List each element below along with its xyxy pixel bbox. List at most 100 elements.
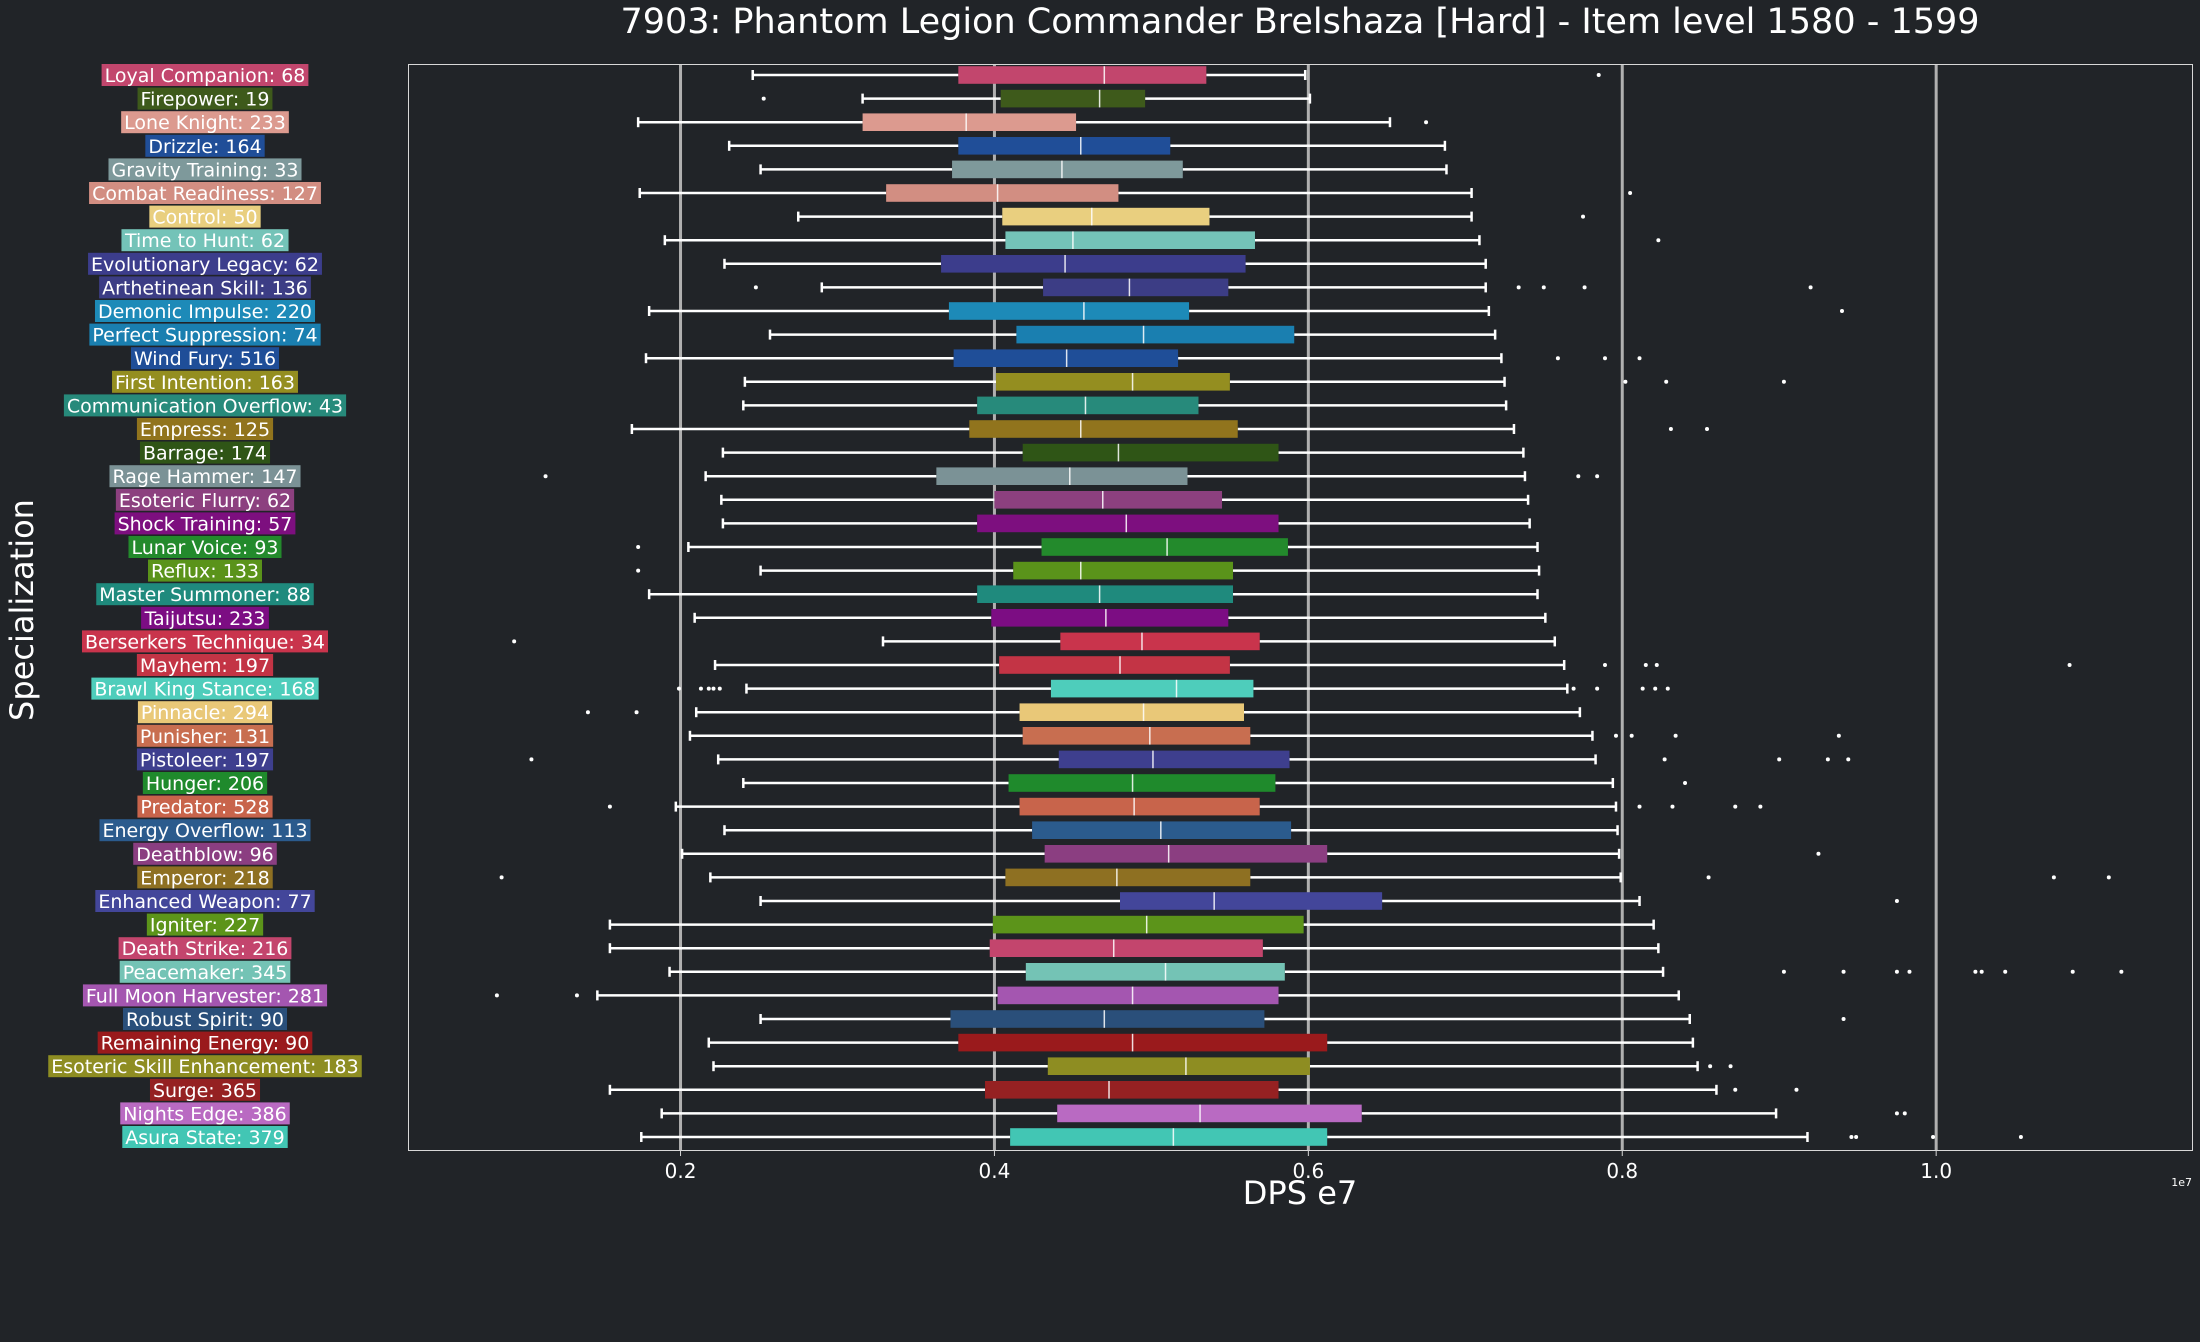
y-tick-label-group: Igniter: 227: [146, 913, 264, 937]
outlier-point: [636, 545, 641, 549]
y-tick-label: Evolutionary Legacy: 62: [91, 254, 319, 276]
box: [969, 420, 1238, 438]
y-tick-label-group: Deathblow: 96: [133, 842, 277, 866]
y-tick-label-group: Shock Training: 57: [114, 512, 296, 535]
box: [977, 396, 1199, 415]
outlier-point: [1705, 427, 1710, 431]
outlier-point: [1683, 781, 1688, 785]
outlier-point: [1894, 969, 1899, 974]
y-tick-label-background: [136, 724, 274, 747]
y-tick-label-group: Demonic Impulse: 220: [94, 300, 316, 323]
x-axis-offset-label: 1e7: [2171, 1176, 2192, 1189]
box-plot-row: [742, 774, 1688, 792]
y-tick-label: Hunger: 206: [146, 773, 264, 795]
y-tick-label: Mayhem: 197: [140, 655, 270, 677]
y-tick-label: Demonic Impulse: 220: [98, 301, 312, 323]
box-plot-row: [753, 278, 1813, 297]
x-axis-label: DPS e7: [1243, 1174, 1357, 1212]
outlier-point: [1816, 851, 1821, 856]
box-plot-row: [742, 396, 1508, 415]
y-tick-label-background: [142, 772, 268, 794]
y-tick-label: Reflux: 133: [151, 561, 259, 583]
outlier-point: [1979, 969, 1984, 974]
y-tick-label-background: [108, 158, 302, 181]
outlier-point: [1841, 969, 1846, 974]
outlier-point: [1665, 686, 1670, 691]
box-plot-row: [751, 66, 1601, 84]
y-tick-label-group: Combat Readiness: 127: [89, 182, 321, 205]
box-plot-row: [720, 491, 1530, 509]
y-tick-label-group: Remaining Energy: 90: [97, 1031, 313, 1055]
y-tick-label-group: Berserkers Technique: 34: [82, 630, 328, 653]
box: [989, 939, 1263, 957]
box-plot-row: [713, 656, 2072, 674]
box: [1057, 1104, 1362, 1123]
box: [1060, 632, 1260, 651]
y-tick-label-group: Death Strike: 216: [118, 937, 292, 960]
box-plot-row: [723, 821, 1619, 839]
outlier-point: [1581, 214, 1586, 219]
y-tick-label-group: Lone Knight: 233: [121, 111, 289, 134]
y-tick-label-background: [119, 960, 291, 983]
outlier-point: [753, 285, 758, 290]
outlier-point: [1654, 663, 1659, 667]
y-tick-label: Surge: 365: [153, 1080, 257, 1102]
box-plot-row: [499, 868, 2111, 887]
outlier-point: [1662, 757, 1667, 762]
box: [1044, 845, 1328, 863]
box-plot-row: [638, 184, 1633, 202]
y-tick-label-background: [149, 1078, 261, 1101]
box: [958, 66, 1207, 84]
outlier-point: [1894, 1111, 1899, 1116]
x-tick-label: 0.8: [1606, 1159, 1638, 1183]
outlier-point: [1664, 379, 1669, 384]
y-tick-label: Energy Overflow: 113: [102, 820, 307, 842]
outlier-point: [543, 474, 548, 479]
outlier-point: [2070, 969, 2075, 974]
outlier-point: [1777, 757, 1782, 762]
outlier-point: [636, 568, 641, 573]
box-plot-row: [796, 207, 1586, 226]
outlier-point: [2003, 969, 2008, 974]
y-tick-label-background: [136, 748, 274, 771]
y-tick-label-group: Nights Edge: 386: [120, 1102, 290, 1125]
y-tick-label-group: Empress: 125: [136, 418, 274, 441]
y-tick-label: Taijutsu: 233: [144, 608, 266, 630]
y-tick-label-background: [137, 87, 273, 110]
y-tick-label-group: First Intention: 163: [112, 370, 298, 394]
y-tick-label: Emperor: 218: [140, 867, 269, 889]
y-tick-label: Lone Knight: 233: [124, 112, 286, 134]
outlier-point: [1653, 686, 1658, 691]
outlier-point: [1637, 804, 1642, 809]
x-tick-label: 0.4: [979, 1159, 1011, 1183]
outlier-point: [494, 993, 499, 998]
box: [999, 656, 1230, 674]
outlier-point: [1613, 733, 1618, 738]
y-tick-label: Perfect Suppression: 74: [92, 325, 317, 347]
y-tick-label: Deathblow: 96: [136, 844, 274, 866]
box-plot-row: [647, 585, 1539, 603]
y-tick-label-background: [94, 300, 316, 322]
outlier-point: [1907, 969, 1912, 974]
box-plot-row: [688, 727, 1841, 745]
outlier-point: [1708, 1064, 1713, 1069]
outlier-point: [1673, 733, 1678, 738]
y-tick-label-background: [136, 654, 274, 676]
y-tick-label-background: [96, 583, 314, 606]
outlier-point: [1424, 120, 1429, 125]
box: [1022, 727, 1251, 745]
chart-title: 7903: Phantom Legion Commander Brelshaza…: [620, 2, 1979, 42]
y-tick-label-background: [139, 441, 271, 464]
y-tick-label-background: [148, 559, 262, 582]
y-tick-label-background: [82, 984, 328, 1007]
box: [958, 1033, 1328, 1052]
outlier-point: [607, 804, 612, 809]
box: [996, 373, 1230, 391]
box: [1120, 892, 1383, 910]
y-tick-label-group: Time to Hunt: 62: [121, 229, 289, 252]
y-tick-label-group: Wind Fury: 516: [130, 347, 280, 370]
outlier-point: [698, 686, 703, 691]
box-plot-row: [608, 939, 1660, 957]
outlier-point: [1902, 1111, 1907, 1116]
box-plot-row: [723, 255, 1487, 273]
